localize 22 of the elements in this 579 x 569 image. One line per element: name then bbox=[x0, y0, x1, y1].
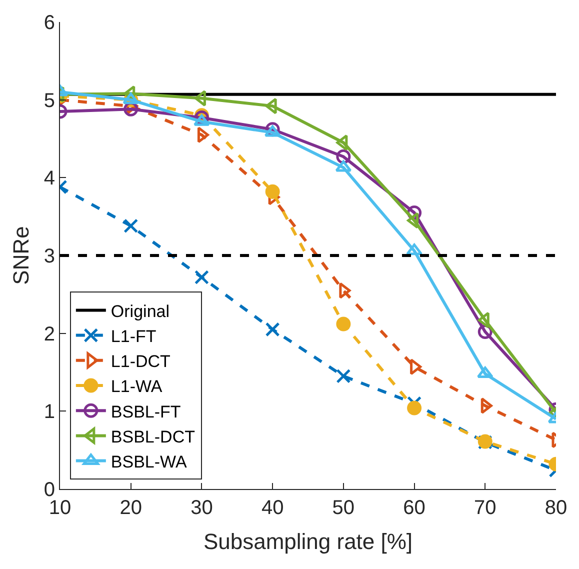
y-tick-label: 6 bbox=[44, 12, 55, 34]
x-tick-label: 80 bbox=[544, 497, 568, 519]
x-tick-label: 40 bbox=[261, 497, 284, 519]
y-tick-label: 3 bbox=[44, 246, 55, 268]
y-tick-label: 2 bbox=[44, 323, 55, 346]
legend-label: BSBL-DCT bbox=[110, 427, 195, 446]
legend-label: L1-WA bbox=[110, 377, 163, 396]
x-axis-title: Subsampling rate [%] bbox=[203, 528, 413, 554]
y-tick-label: 1 bbox=[44, 401, 55, 424]
legend-label: Original bbox=[110, 302, 170, 321]
y-axis-title: SNRe bbox=[8, 226, 34, 285]
y-tick-label: 5 bbox=[44, 90, 55, 112]
x-tick-label: 60 bbox=[403, 497, 426, 519]
y-tick-label: 4 bbox=[44, 168, 55, 190]
legend-label: L1-FT bbox=[110, 326, 156, 346]
x-tick-label: 20 bbox=[120, 497, 142, 519]
x-tick-label: 50 bbox=[332, 497, 355, 519]
x-tick-label: 30 bbox=[190, 497, 213, 519]
legend-label: BSBL-FT bbox=[110, 402, 181, 422]
x-tick-label: 70 bbox=[474, 497, 496, 519]
legend-label: BSBL-WA bbox=[110, 452, 188, 472]
legend-label: L1-DCT bbox=[110, 352, 170, 372]
